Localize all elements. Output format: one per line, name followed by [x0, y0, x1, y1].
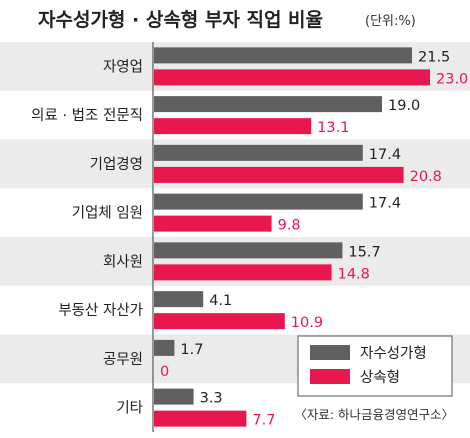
- legend-label-inherited: 상속형: [360, 369, 400, 386]
- legend-swatch-self-made: [310, 345, 350, 360]
- row-bands: [0, 42, 470, 384]
- value-label-self-made: 15.7: [348, 244, 380, 260]
- bar-inherited: [154, 215, 272, 232]
- chart-title: 자수성가형 · 상속형 부자 직업 비율: [38, 9, 323, 31]
- bar-inherited: [154, 264, 332, 281]
- bar-inherited: [154, 410, 247, 427]
- bar-inherited: [154, 313, 285, 330]
- category-label: 기타: [116, 400, 143, 417]
- category-label: 부동산 자산가: [58, 302, 143, 319]
- value-label-inherited: 13.1: [317, 120, 349, 136]
- category-label: 의료 · 법조 전문직: [31, 107, 143, 124]
- row-band-label: [0, 237, 153, 286]
- value-label-self-made: 21.5: [418, 49, 450, 65]
- bar-self-made: [154, 47, 412, 64]
- row-band-label: [0, 334, 153, 384]
- bar-inherited: [154, 118, 312, 135]
- category-label: 자영업: [103, 58, 143, 75]
- bar-self-made: [154, 291, 204, 308]
- legend-swatch-inherited: [310, 369, 350, 384]
- chart-source: 〈자료: 하나금융경영연구소〉: [294, 407, 454, 422]
- value-label-self-made: 19.0: [388, 98, 420, 114]
- bar-self-made: [154, 193, 363, 210]
- value-label-inherited: 0: [160, 364, 169, 380]
- bar-self-made: [154, 339, 175, 356]
- category-label: 기업체 임원: [72, 205, 143, 222]
- value-label-self-made: 17.4: [369, 147, 401, 163]
- value-label-self-made: 3.3: [200, 391, 223, 407]
- chart-unit: (단위:%): [365, 14, 416, 29]
- bar-self-made: [154, 144, 363, 161]
- bar-self-made: [154, 242, 343, 259]
- bar-inherited: [154, 166, 404, 183]
- bar-inherited: [154, 69, 430, 86]
- value-label-inherited: 14.8: [338, 266, 370, 282]
- row-band-label: [0, 42, 153, 91]
- value-label-self-made: 17.4: [369, 196, 401, 212]
- value-label-inherited: 23.0: [436, 71, 468, 87]
- legend-label-self-made: 자수성가형: [360, 345, 427, 362]
- category-label: 공무원: [103, 351, 143, 368]
- row-band-label: [0, 139, 153, 189]
- bar-self-made: [154, 388, 194, 405]
- value-label-inherited: 7.7: [252, 413, 275, 429]
- value-label-inherited: 10.9: [291, 315, 323, 331]
- bar-self-made: [154, 96, 382, 113]
- value-label-inherited: 9.8: [278, 218, 301, 234]
- category-label: 기업경영: [90, 156, 143, 173]
- chart-marks: 자영업 21.5 23.0 의료 · 법조 전문직 19.0 13.1 기업경영 17.4 20…: [31, 47, 468, 429]
- value-label-self-made: 4.1: [209, 293, 232, 309]
- value-label-inherited: 20.8: [410, 169, 442, 185]
- category-label: 회사원: [103, 253, 143, 270]
- value-label-self-made: 1.7: [180, 342, 203, 358]
